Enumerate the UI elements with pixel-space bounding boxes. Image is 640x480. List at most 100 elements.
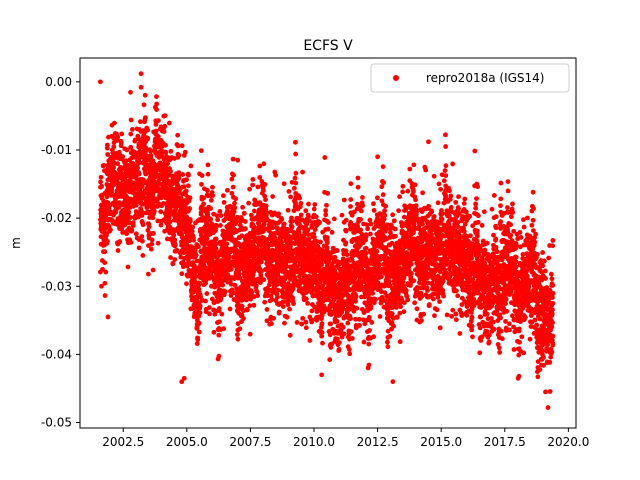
data-point <box>450 161 455 167</box>
data-point <box>115 134 121 140</box>
data-point <box>143 145 149 151</box>
data-point <box>441 178 447 184</box>
data-point <box>371 334 377 340</box>
data-point <box>155 134 161 140</box>
data-point <box>184 281 189 287</box>
data-point <box>306 213 311 219</box>
data-point <box>216 353 222 359</box>
data-point <box>203 298 208 304</box>
data-point <box>104 142 110 148</box>
data-point <box>255 184 261 190</box>
data-point <box>383 203 389 209</box>
data-point <box>143 115 148 120</box>
data-point <box>391 323 396 329</box>
data-point <box>261 161 267 167</box>
data-point <box>387 333 393 339</box>
data-point <box>348 329 354 334</box>
data-point <box>371 201 376 207</box>
data-point <box>366 341 372 347</box>
data-point <box>128 117 134 123</box>
data-point <box>153 121 159 127</box>
data-point <box>447 188 452 194</box>
data-point <box>154 107 159 112</box>
data-point <box>250 177 256 182</box>
data-point <box>279 216 285 222</box>
data-point <box>208 216 214 222</box>
data-point <box>279 239 284 245</box>
data-point <box>99 283 104 289</box>
data-point <box>155 240 161 246</box>
data-point <box>127 177 133 183</box>
data-point <box>374 248 380 254</box>
data-point <box>431 173 437 179</box>
data-point <box>172 257 178 262</box>
data-point <box>224 187 230 193</box>
data-point <box>128 131 134 137</box>
data-point <box>148 246 154 252</box>
data-point <box>303 325 309 331</box>
data-point <box>203 277 209 283</box>
data-point <box>112 120 117 126</box>
data-point <box>426 302 432 307</box>
data-point <box>221 200 227 205</box>
data-point <box>116 204 122 210</box>
data-point <box>175 132 181 138</box>
data-point <box>115 248 121 253</box>
data-point <box>300 315 306 321</box>
data-point <box>259 179 265 184</box>
data-point <box>105 239 110 244</box>
data-point <box>311 206 317 212</box>
data-point <box>172 237 178 243</box>
data-point <box>409 271 414 276</box>
data-point <box>360 195 365 200</box>
data-point <box>213 224 219 230</box>
data-point <box>204 291 210 296</box>
data-point <box>171 229 177 234</box>
data-point <box>185 183 191 189</box>
data-point <box>243 226 248 232</box>
data-point <box>327 357 333 363</box>
data-point <box>151 208 157 214</box>
data-point <box>361 339 367 345</box>
data-point <box>318 239 323 245</box>
data-point <box>367 217 373 223</box>
data-point <box>145 127 151 133</box>
data-point <box>345 320 351 326</box>
data-point <box>135 165 140 171</box>
data-point <box>155 118 161 124</box>
data-point <box>378 274 384 280</box>
data-point <box>348 181 354 187</box>
data-point <box>394 315 400 320</box>
data-point <box>201 195 207 201</box>
data-point <box>284 314 290 320</box>
data-point <box>336 347 342 352</box>
data-point <box>213 241 219 247</box>
data-point <box>382 208 387 214</box>
data-point <box>405 188 411 194</box>
data-point <box>228 266 234 272</box>
data-point <box>309 319 315 325</box>
data-point <box>343 217 349 223</box>
data-point <box>139 234 145 239</box>
data-point <box>348 204 353 209</box>
data-point <box>196 244 201 250</box>
data-point <box>269 321 274 327</box>
data-point <box>214 213 220 219</box>
data-point <box>363 234 369 239</box>
data-point <box>391 218 397 224</box>
data-point <box>124 147 130 153</box>
data-point <box>372 296 378 302</box>
data-point <box>221 326 227 332</box>
data-point <box>235 214 240 220</box>
data-point <box>275 294 280 300</box>
data-point <box>98 179 103 185</box>
data-point <box>134 200 140 205</box>
chart-title: ECFS V <box>303 38 353 54</box>
data-point <box>140 253 146 258</box>
data-point <box>237 256 243 262</box>
data-point <box>343 228 349 234</box>
data-point <box>366 362 372 368</box>
data-point <box>323 212 329 218</box>
data-point <box>197 310 203 316</box>
data-point <box>164 236 170 242</box>
